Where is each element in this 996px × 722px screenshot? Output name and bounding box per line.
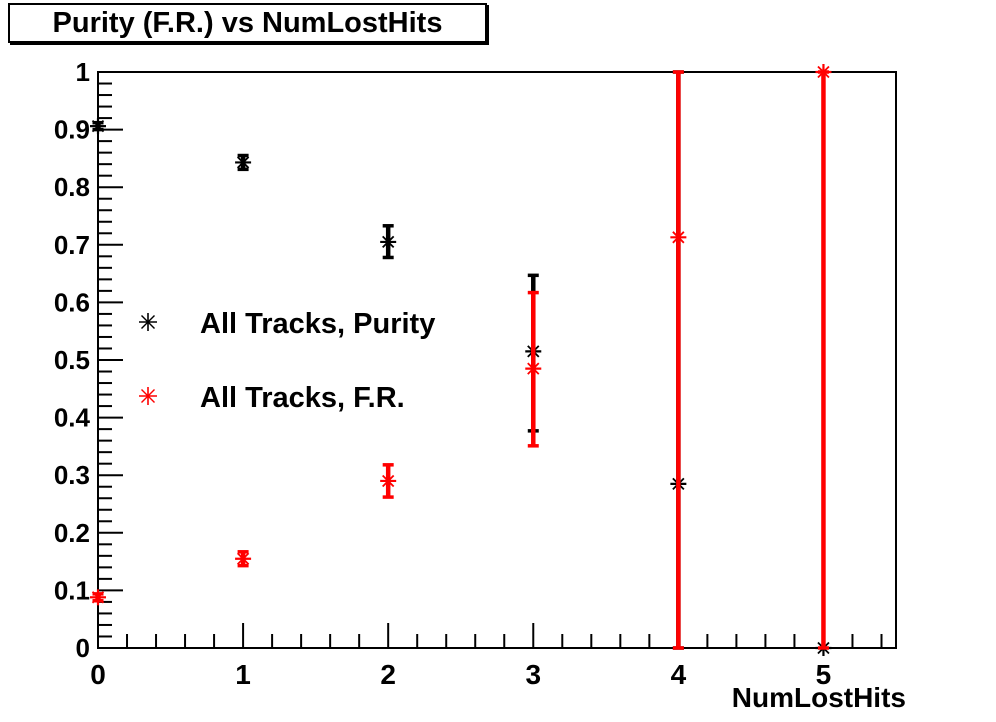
y-tick-label: 0.7 [54,230,90,260]
data-marker [235,154,252,171]
marker-center [95,123,101,129]
y-tick-label: 0.5 [54,345,90,375]
marker-center [240,555,246,562]
legend-markers [139,313,157,405]
y-tick-label: 0.4 [54,403,91,433]
marker-center [95,594,101,601]
x-tick-label: 5 [816,659,832,690]
y-axis-ticks: 0 0.1 0.2 0.3 0.4 0.5 0.6 0.7 0.8 0.9 1 [54,57,123,663]
plot-frame [97,71,897,649]
x-tick-label: 1 [235,659,251,690]
x-axis-title: NumLostHits [732,682,906,713]
y-tick-label: 0.9 [54,115,90,145]
data-marker [815,64,832,80]
y-tick-label: 0.6 [54,287,90,317]
legend-label-purity: All Tracks, Purity [200,308,435,340]
chart-title-box: Purity (F.R.) vs NumLostHits [8,3,487,43]
marker-center [820,69,827,75]
x-tick-label: 2 [380,659,396,690]
x-axis-ticks: 0 1 2 3 4 5 [90,623,883,690]
data-marker [670,229,687,246]
data-marker [90,589,106,606]
y-tick-label: 0.2 [54,518,90,548]
chart-title: Purity (F.R.) vs NumLostHits [52,6,443,39]
y-tick-label: 1 [76,57,90,87]
data-marker [380,472,397,489]
marker-center [385,478,391,484]
data-marker [139,313,157,331]
data-marker [235,550,252,567]
data-marker [90,118,106,135]
marker-center [675,234,682,241]
data-marker [139,387,157,405]
data-marker [380,233,397,250]
marker-center [530,365,537,372]
marker-center [240,159,246,166]
y-tick-label: 0.8 [54,172,90,202]
marker-spoke [141,389,155,403]
y-tick-label: 0 [76,633,90,663]
legend-label-fr: All Tracks, F.R. [200,382,405,414]
series-purity [90,70,832,656]
marker-spoke [141,315,155,329]
series-fr [90,64,832,650]
marker-center [385,239,391,245]
y-tick-label: 0.1 [54,575,90,605]
y-tick-label: 0.3 [54,460,90,490]
x-tick-label: 3 [525,659,541,690]
x-tick-label: 0 [90,659,106,690]
data-marker [525,360,542,377]
data-series [90,64,832,656]
x-tick-label: 4 [671,659,687,690]
